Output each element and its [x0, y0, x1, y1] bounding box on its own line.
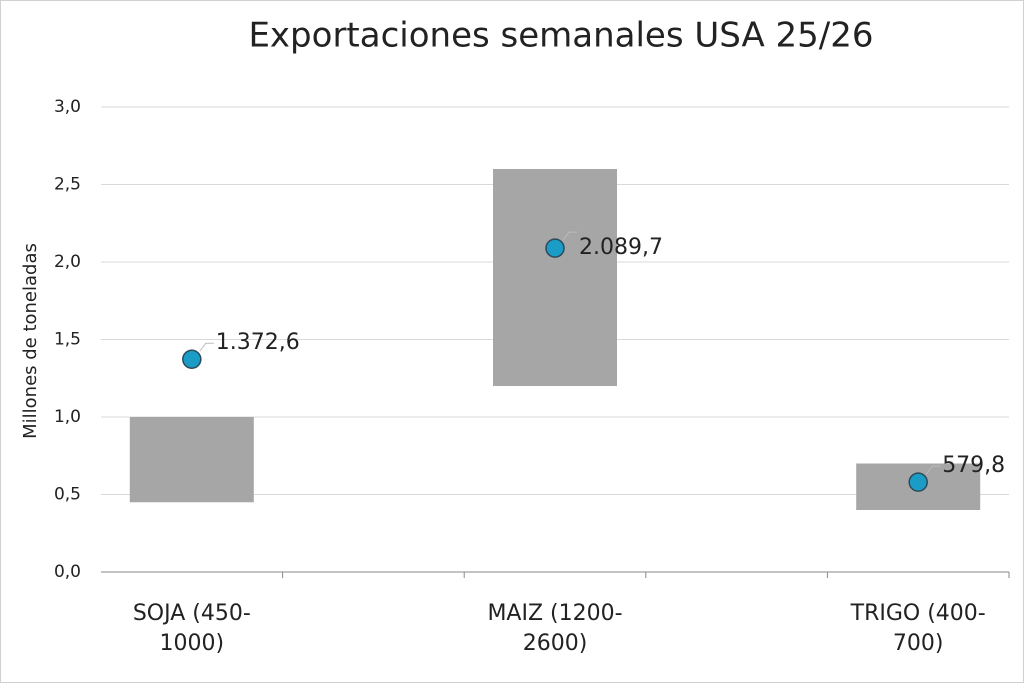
y-tick-label: 2,0	[54, 252, 81, 272]
value-label: 2.089,7	[579, 235, 663, 260]
point	[908, 472, 928, 492]
y-tick-label: 1,0	[54, 407, 81, 427]
y-tick-label: 2,5	[54, 175, 81, 195]
value-label: 1.372,6	[216, 330, 300, 355]
point	[545, 238, 565, 258]
range-bar	[493, 169, 617, 386]
chart-title: Exportaciones semanales USA 25/26	[248, 16, 873, 56]
y-axis-label: Millones de toneladas	[20, 243, 41, 439]
point	[182, 349, 202, 369]
range-bar	[129, 417, 254, 503]
y-tick-label: 1,5	[54, 330, 81, 350]
value-label: 579,8	[942, 453, 1005, 478]
leader-line	[199, 342, 214, 352]
x-tick-label: SOJA (450-1000)	[132, 601, 251, 656]
y-tick-label: 3,0	[54, 97, 81, 117]
x-tick-label: MAIZ (1200-2600)	[487, 601, 623, 656]
x-tick-label: TRIGO (400-700)	[850, 601, 986, 656]
leader-line	[925, 465, 941, 475]
y-tick-label: 0,5	[54, 485, 81, 505]
leader-line	[562, 231, 577, 241]
y-tick-label: 0,0	[54, 562, 81, 582]
